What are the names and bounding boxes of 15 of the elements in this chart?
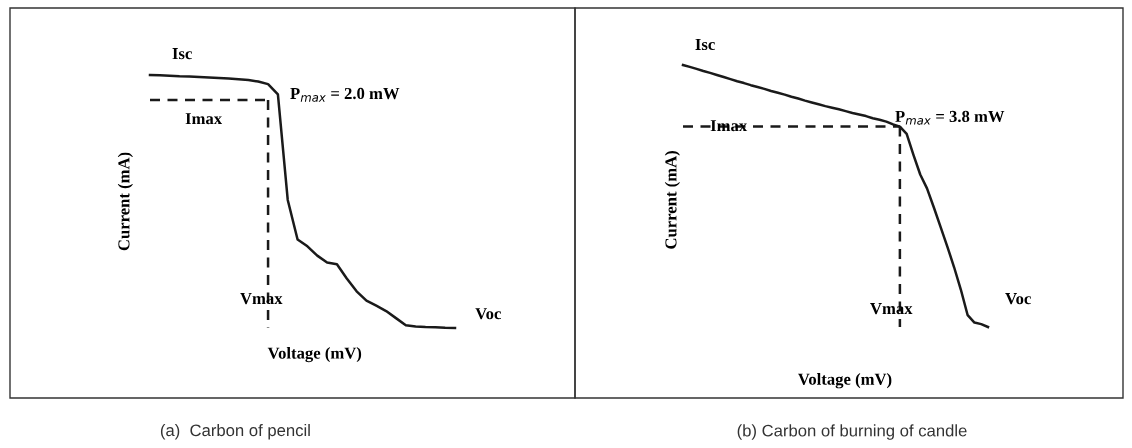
text: Voc	[475, 308, 501, 320]
y-axis-title: Current (mA)	[117, 152, 133, 251]
annotation: Imax	[710, 120, 748, 132]
annotation: Vmax	[870, 303, 913, 315]
annotation: P$_{max}$ = 3.8 mW	[895, 110, 1005, 125]
annotation: P$_{max}$ = 2.0 mW	[290, 87, 400, 102]
text: Isc	[695, 38, 715, 51]
text: (a) Carbon of pencil	[160, 423, 310, 440]
text: Voc	[1005, 293, 1031, 305]
x-axis-title: Voltage (mV)	[798, 373, 892, 389]
annotation: Imax	[185, 113, 223, 125]
text: Isc	[172, 48, 192, 60]
text: (b) Carbon of burning of candle	[737, 424, 967, 440]
x-axis-title: Voltage (mV)	[267, 346, 362, 363]
y-axis-title: Current (mA)	[664, 151, 680, 249]
